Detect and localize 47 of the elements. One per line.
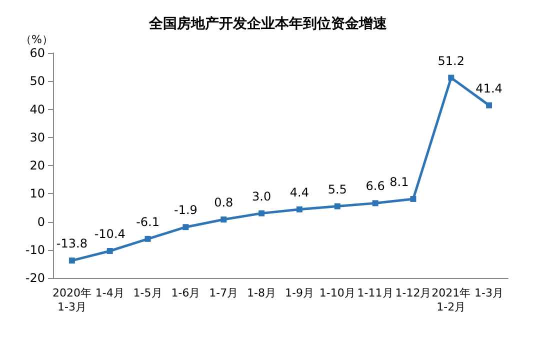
data-label: 4.4	[290, 185, 310, 200]
point	[334, 203, 340, 210]
y-tick-label: 50	[30, 74, 45, 88]
y-axis-title: （%）	[20, 33, 53, 46]
data-label: -1.9	[174, 203, 198, 218]
point	[372, 200, 378, 206]
point	[144, 236, 151, 242]
point	[106, 248, 113, 254]
y-tick-label: 40	[30, 102, 45, 116]
data-label: -13.8	[56, 236, 88, 251]
x-tick-label: 1-5月	[133, 286, 162, 300]
data-label: 3.0	[252, 189, 272, 204]
x-tick-label: 2021年 1-2月	[432, 286, 471, 314]
y-tick-label: 30	[30, 130, 45, 144]
x-tick-label: 1-6月	[171, 286, 200, 300]
x-tick-label: 1-12月	[395, 286, 432, 300]
x-tick-label: 1-7月	[209, 286, 238, 300]
x-tick-label: 1-9月	[284, 286, 314, 300]
point	[296, 206, 302, 212]
point	[220, 216, 227, 222]
x-tick-label: 1-8月	[247, 286, 276, 300]
data-label: 6.6	[366, 179, 385, 194]
x-tick-label: 2020年 1-3月	[52, 286, 92, 314]
y-tick-label: -20	[25, 271, 45, 285]
chart-title: 全国房地产开发企业本年到位资金增速	[148, 15, 388, 32]
data-label: -10.4	[94, 227, 126, 241]
y-tick-label: 10	[30, 186, 45, 201]
point	[182, 224, 189, 230]
point	[448, 74, 454, 81]
x-tick-label: 1-11月	[357, 286, 394, 300]
data-label: 0.8	[214, 196, 234, 210]
x-tick-label: 1-10月	[319, 286, 356, 300]
data-label: 51.2	[438, 54, 464, 68]
data-label: 8.1	[390, 174, 409, 189]
point	[68, 258, 75, 264]
point	[486, 102, 492, 108]
y-tick-label: 60	[30, 46, 45, 60]
point	[258, 210, 265, 216]
data-label: -6.1	[136, 214, 160, 229]
x-tick-label: 1-3月	[474, 286, 504, 300]
y-tick-label: -10	[25, 242, 45, 257]
data-label: 41.4	[476, 81, 502, 96]
y-tick-label: 0	[37, 214, 45, 229]
data-label: 5.5	[328, 182, 347, 196]
x-tick-label: 1-4月	[95, 286, 124, 300]
point	[410, 196, 416, 202]
y-tick-label: 20	[30, 158, 45, 172]
